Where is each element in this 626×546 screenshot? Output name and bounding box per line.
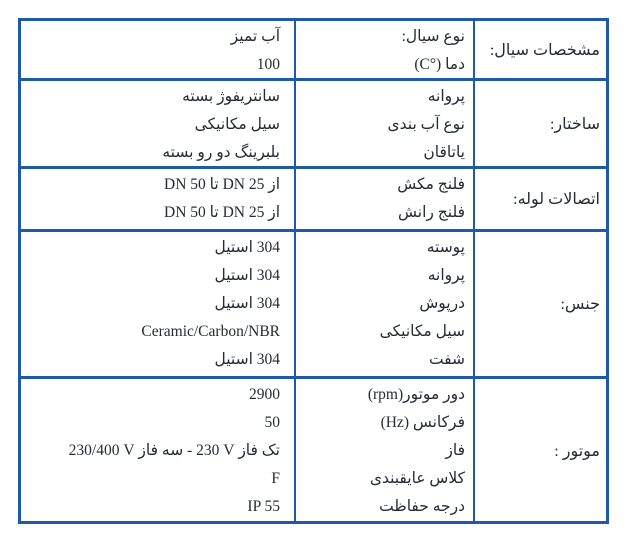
value-column-motor: 2900 50 تک فاز ‪230 V‬ - سه فاز ‪230/400… <box>21 379 296 523</box>
property-temperature: دما ‪(C°)‬ <box>414 56 465 73</box>
value-casing: 304 استیل <box>214 239 280 256</box>
section-material: جنس: پوسته پروانه درپوش سیل مکانیکی شفت … <box>21 229 606 376</box>
property-frequency: فرکانس ‪(Hz)‬ <box>380 414 465 431</box>
value-sealing-type: سیل مکانیکی <box>194 116 280 133</box>
category-label-structure: ساختار: <box>549 115 600 133</box>
section-structure: ساختار: پروانه نوع آب بندی یاتاقان سانتر… <box>21 78 606 166</box>
category-label-motor: موتور : <box>554 443 600 460</box>
value-fluid-type: آب تمیز <box>230 28 280 45</box>
property-suction-flange: فلنج مکش <box>397 176 465 193</box>
property-mechanical-seal: سیل مکانیکی <box>379 323 465 340</box>
pump-spec-table: مشخصات سیال: نوع سیال: دما ‪(C°)‬ آب تمی… <box>18 18 609 524</box>
section-pipe-connections: اتصالات لوله: فلنج مکش فلنج رانش از DN 2… <box>21 166 606 229</box>
value-mechanical-seal: Ceramic/Carbon/NBR <box>141 323 280 340</box>
property-shaft: شفت <box>428 351 465 368</box>
property-column-material: پوسته پروانه درپوش سیل مکانیکی شفت <box>296 232 475 376</box>
value-impeller-material: 304 استیل <box>214 267 280 284</box>
value-motor-speed: 2900 <box>249 386 280 403</box>
category-label-material: جنس: <box>560 296 600 313</box>
value-bearing: بلبرینگ دو رو بسته <box>162 144 280 161</box>
value-column-material: 304 استیل 304 استیل 304 استیل Ceramic/Ca… <box>21 232 296 376</box>
value-temperature: 100 <box>256 56 280 73</box>
value-cover: 304 استیل <box>214 295 280 312</box>
value-insulation-class: F <box>271 470 280 487</box>
category-label-pipe-connections: اتصالات لوله: <box>513 191 600 208</box>
property-discharge-flange: فلنج رانش <box>398 204 465 221</box>
value-discharge-flange: از DN 25 تا DN 50 <box>164 204 280 221</box>
property-column-pipe-connections: فلنج مکش فلنج رانش <box>296 169 475 229</box>
section-motor: موتور : دور موتور‪(rpm)‬ فرکانس ‪(Hz)‬ ف… <box>21 376 606 523</box>
property-motor-speed: دور موتور‪(rpm)‬ <box>367 386 465 403</box>
value-shaft: 304 استیل <box>214 351 280 368</box>
section-fluid-specs: مشخصات سیال: نوع سیال: دما ‪(C°)‬ آب تمی… <box>21 21 606 78</box>
value-protection-class: IP 55 <box>247 498 280 515</box>
value-frequency: 50 <box>264 414 281 431</box>
property-impeller: پروانه <box>427 88 465 105</box>
value-column-fluid-specs: آب تمیز 100 <box>21 21 296 78</box>
property-impeller-material: پروانه <box>427 267 465 284</box>
value-column-structure: سانتریفوژ بسته سیل مکانیکی بلبرینگ دو رو… <box>21 81 296 166</box>
property-phase: فاز <box>445 442 465 459</box>
property-insulation-class: کلاس عایقبندی <box>369 470 465 487</box>
property-fluid-type: نوع سیال: <box>401 28 465 45</box>
property-column-structure: پروانه نوع آب بندی یاتاقان <box>296 81 475 166</box>
property-protection-class: درجه حفاظت <box>379 498 465 515</box>
property-bearing: یاتاقان <box>423 144 465 161</box>
value-impeller: سانتریفوژ بسته <box>182 88 280 105</box>
value-phase: تک فاز ‪230 V‬ - سه فاز ‪230/400 V‬ <box>68 442 280 459</box>
property-column-fluid-specs: نوع سیال: دما ‪(C°)‬ <box>296 21 475 78</box>
property-column-motor: دور موتور‪(rpm)‬ فرکانس ‪(Hz)‬ فاز کلاس … <box>296 379 475 523</box>
property-cover: درپوش <box>419 295 465 312</box>
property-sealing-type: نوع آب بندی <box>387 116 465 133</box>
property-casing: پوسته <box>426 239 465 256</box>
value-suction-flange: از DN 25 تا DN 50 <box>164 176 280 193</box>
category-label-fluid-specs: مشخصات سیال: <box>489 41 600 59</box>
value-column-pipe-connections: از DN 25 تا DN 50 از DN 25 تا DN 50 <box>21 169 296 229</box>
